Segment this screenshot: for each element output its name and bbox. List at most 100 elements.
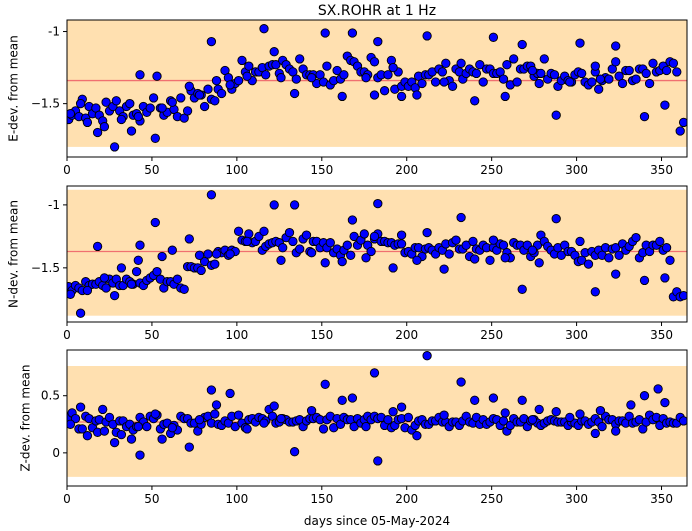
data-point [678, 117, 687, 128]
data-point [500, 253, 510, 263]
data-point [590, 428, 600, 439]
y-tick-label: 0.5 [41, 389, 60, 403]
data-point [269, 401, 279, 411]
data-point [660, 273, 670, 283]
data-point [468, 236, 478, 247]
data-point [470, 395, 480, 405]
vertical-panel: 0 50 100 150 200 250 300 350 0 0.5 Z-dev. from mea… [19, 349, 688, 506]
data-point [142, 421, 152, 432]
data-point [259, 24, 269, 34]
data-point [678, 290, 687, 301]
data-point [551, 214, 561, 224]
data-point [126, 279, 137, 289]
data-point [631, 74, 641, 84]
y-axis-label: N-dev. from mean [7, 200, 21, 308]
data-point [242, 236, 252, 247]
data-point [674, 0, 682, 4]
y-axis-label: E-dev. from mean [7, 35, 21, 141]
data-point [109, 437, 120, 448]
data-point [111, 96, 121, 106]
data-point [471, 68, 482, 79]
data-point [595, 74, 606, 84]
data-point [332, 65, 342, 76]
data-point [422, 351, 432, 361]
data-point [488, 32, 499, 42]
data-point [596, 0, 604, 4]
data-point [157, 103, 167, 113]
y-tick-label: -1 [48, 198, 60, 212]
data-point [527, 415, 538, 425]
x-tick-label: 0 [63, 163, 71, 177]
data-point [210, 96, 220, 106]
data-point [82, 431, 93, 441]
data-point [626, 400, 636, 410]
x-tick-label: 50 [144, 163, 159, 177]
data-point [403, 412, 414, 423]
data-point [500, 408, 510, 418]
data-point [276, 73, 286, 83]
data-point [359, 229, 369, 239]
north-panel: 0 50 100 150 200 250 300 350 −1.5 -1 N-dev. from m… [7, 0, 688, 342]
data-point [611, 426, 621, 436]
data-point [320, 258, 330, 268]
x-tick-label: 200 [395, 163, 418, 177]
data-point [597, 421, 607, 432]
data-point [289, 88, 300, 99]
data-point [590, 287, 600, 297]
data-point [439, 77, 449, 87]
data-point [101, 97, 111, 107]
data-point [583, 259, 594, 269]
data-point [116, 114, 127, 125]
data-point [565, 412, 575, 423]
data-point [318, 424, 329, 434]
data-point [369, 231, 380, 242]
data-point [225, 388, 235, 399]
data-point [624, 65, 634, 76]
data-point [148, 93, 159, 103]
x-tick-label: 100 [225, 163, 248, 177]
x-tick-label: 100 [225, 328, 248, 342]
data-point [422, 31, 432, 41]
data-point [276, 413, 286, 424]
data-point [475, 60, 485, 70]
data-point [306, 248, 317, 258]
data-point [412, 431, 422, 441]
data-point [396, 239, 407, 249]
data-point [306, 405, 317, 416]
data-point [470, 96, 480, 106]
data-point [654, 0, 662, 4]
data-point [674, 0, 682, 4]
data-point [604, 253, 614, 263]
data-point [211, 249, 222, 259]
data-point [179, 284, 189, 294]
data-point [135, 240, 145, 250]
data-point [456, 377, 466, 387]
data-point [203, 249, 213, 259]
data-point [614, 250, 624, 260]
data-point [295, 244, 305, 254]
x-tick-label: 200 [395, 492, 418, 506]
east-panel: 0 50 100 150 200 250 300 350 −1.5 -1 E-dev. from m… [7, 0, 688, 177]
data-point [206, 36, 217, 47]
data-point [379, 86, 390, 96]
data-point [672, 67, 682, 77]
data-point [639, 391, 650, 401]
data-point [631, 232, 641, 243]
data-point [82, 285, 93, 296]
data-point [82, 117, 93, 128]
y-tick-label: 0 [52, 446, 60, 460]
data-point [639, 111, 650, 122]
axes-frame [66, 185, 688, 323]
data-point [259, 226, 269, 236]
data-point [176, 93, 186, 103]
data-point [594, 84, 604, 94]
data-point [639, 275, 650, 286]
data-point [99, 122, 110, 132]
data-point [289, 200, 300, 210]
data-point [373, 456, 383, 466]
data-point [488, 393, 499, 403]
data-point [288, 236, 298, 247]
data-point [242, 424, 252, 434]
data-point [412, 255, 422, 265]
